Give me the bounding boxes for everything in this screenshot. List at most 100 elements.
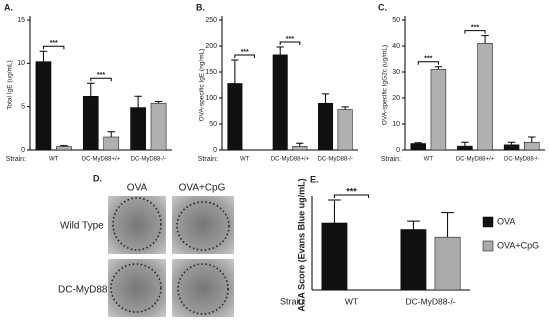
error-bar (86, 82, 95, 97)
error-bar (341, 106, 349, 110)
bar (82, 96, 99, 151)
error-bar (328, 199, 341, 223)
y-axis-label: OVA-specific IgE (ng/mL) (199, 49, 206, 122)
x-tick-label: DC-MyD88+/+ (456, 157, 495, 163)
outline-group (110, 197, 230, 315)
x-tick-label: WT (49, 157, 59, 163)
legend-swatch (482, 240, 494, 252)
error-bar (321, 93, 330, 104)
significance-bracket (333, 194, 370, 198)
photo (172, 196, 234, 254)
x-tick-label: DC-MyD88+/+ (82, 157, 121, 163)
row-label: Wild Type (60, 221, 104, 232)
y-axis-label: OVA-specific IgG2c (ug/mL) (382, 45, 389, 125)
y-tick-label: 50 (209, 121, 217, 128)
significance-label: *** (286, 36, 294, 43)
significance-bracket (417, 61, 439, 65)
photo (172, 259, 234, 317)
x-axis-label: Strain: (280, 296, 306, 306)
column-label: OVA+CpG (179, 183, 226, 194)
bar (477, 43, 493, 151)
y-tick-label: 15 (17, 17, 25, 24)
significance-bracket (42, 45, 65, 50)
error-bar (296, 142, 304, 147)
x-tick-label: DC-MyD88-/- (131, 157, 166, 163)
outline (177, 263, 229, 315)
bar (150, 102, 167, 151)
bar (292, 146, 308, 151)
y-tick-label: 250 (205, 17, 217, 24)
significance-bracket (90, 77, 112, 82)
y-tick-label: 10 (17, 60, 25, 67)
error-bar (231, 59, 239, 84)
legend-label: OVA (497, 216, 515, 226)
y-tick-label: 200 (205, 43, 217, 50)
y-tick-label: 0 (213, 147, 217, 154)
y-tick-label: 100 (205, 95, 217, 102)
significance-label: *** (50, 40, 58, 47)
bar (434, 236, 461, 291)
error-bar (441, 212, 454, 238)
bar (318, 102, 334, 151)
y-axis-label: ACA Score (Evans Blue ug/mL) (296, 178, 306, 311)
panel-label: D. (93, 173, 102, 183)
y-tick-label: 5 (21, 104, 25, 111)
panel-label: B. (196, 2, 205, 12)
error-bar (414, 142, 422, 144)
error-bar (276, 46, 284, 55)
panel-label: C. (378, 2, 387, 12)
x-tick-label: DC-MyD88+/+ (271, 157, 310, 163)
outline (176, 201, 230, 251)
x-axis-label: Strain: (198, 156, 218, 163)
bar (337, 109, 353, 151)
significance-bracket (234, 54, 255, 59)
error-bar (134, 95, 142, 108)
bar (524, 141, 540, 151)
bar (410, 143, 426, 151)
x-tick-label: WT (424, 157, 434, 163)
error-bar (107, 131, 116, 137)
significance-label: *** (241, 49, 249, 56)
error-bar (407, 220, 420, 230)
x-axis-label: Strain: (6, 156, 26, 163)
bar (56, 146, 72, 151)
x-tick-label: DC-MyD88-/- (504, 157, 539, 163)
x-axis-label: Strain: (381, 156, 401, 163)
significance-label: *** (346, 186, 357, 196)
error-bar (434, 66, 443, 70)
significance-label: *** (471, 24, 479, 31)
error-bar (507, 141, 516, 145)
bar (130, 107, 146, 151)
y-tick-label: 150 (205, 69, 217, 76)
error-bar (461, 141, 469, 147)
significance-bracket (464, 30, 486, 34)
error-bar (528, 136, 536, 143)
x-tick-label: WT (345, 296, 358, 306)
column-label: OVA (127, 183, 148, 194)
bar (400, 229, 427, 291)
image-panel: D. OVA OVA+CpG Wild Type DC-MyD88-/- (58, 173, 234, 317)
y-axis-label: Total IgE (ug/mL) (7, 60, 14, 110)
error-bar (60, 145, 68, 147)
legend-label: OVA+CpG (497, 240, 539, 250)
y-tick-label: 0 (396, 147, 400, 154)
bar (457, 145, 473, 151)
bar (321, 222, 348, 291)
panel-label: A. (4, 2, 13, 12)
x-tick-label: DC-MyD88-/- (405, 296, 455, 306)
legend-swatch (482, 216, 494, 228)
significance-label: *** (424, 56, 432, 63)
y-tick-label: 20 (392, 95, 400, 102)
panel-label: E. (310, 174, 319, 184)
row-label: DC-MyD88-/- (58, 285, 117, 296)
significance-bracket (279, 41, 301, 46)
error-bar (154, 100, 163, 104)
outline (112, 197, 162, 251)
x-tick-label: DC-MyD88-/- (318, 157, 353, 163)
photo (108, 196, 166, 254)
error-bar (39, 50, 48, 62)
bar (35, 61, 52, 151)
y-tick-label: 50 (392, 17, 400, 24)
y-tick-label: 0 (21, 147, 25, 154)
